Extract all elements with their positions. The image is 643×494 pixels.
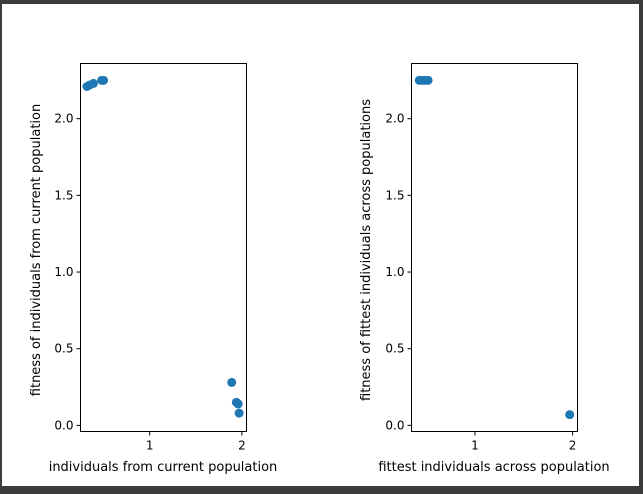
right-xlabel: fittest individuals across population [378,460,609,475]
left-ytick-label: 2.0 [54,112,73,126]
right-ytick-label: 1.0 [385,265,404,279]
right-ticks: 1 2 0.0 0.5 1.0 1.5 2.0 [385,112,576,453]
right-scatter-point [565,410,575,420]
right-points [414,75,575,420]
left-scatter-point [99,75,109,85]
right-xtick-label: 2 [569,439,577,453]
figure-canvas: fitness of individuals from current popu… [2,4,639,486]
left-xtick-label: 1 [146,439,154,453]
left-scatter-point [88,78,98,88]
left-scatter-point [233,399,243,409]
left-ylabel: fitness of individuals from current popu… [29,104,44,396]
left-ticks: 1 2 0.0 0.5 1.0 1.5 2.0 [54,112,245,453]
left-scatter-point [227,377,237,387]
left-xlabel: individuals from current population [49,460,278,475]
left-points [82,75,244,418]
right-ytick-label: 0.0 [385,418,404,432]
figure-svg: fitness of individuals from current popu… [29,63,610,475]
right-ytick-label: 0.5 [385,342,404,356]
left-xtick-label: 2 [238,439,246,453]
right-axes-frame [411,63,578,432]
left-ytick-label: 0.0 [54,418,73,432]
left-axes-frame [80,63,247,432]
left-ytick-label: 1.0 [54,265,73,279]
right-ylabel: fitness of fittest individuals across po… [359,99,374,401]
left-ytick-label: 1.5 [54,188,73,202]
right-scatter-point [423,75,433,85]
left-ytick-label: 0.5 [54,342,73,356]
subplot-left: fitness of individuals from current popu… [29,63,278,475]
right-ytick-label: 2.0 [385,112,404,126]
left-scatter-point [234,408,244,418]
subplot-right: fitness of fittest individuals across po… [359,63,610,475]
right-xtick-label: 1 [471,439,479,453]
right-ytick-label: 1.5 [385,188,404,202]
